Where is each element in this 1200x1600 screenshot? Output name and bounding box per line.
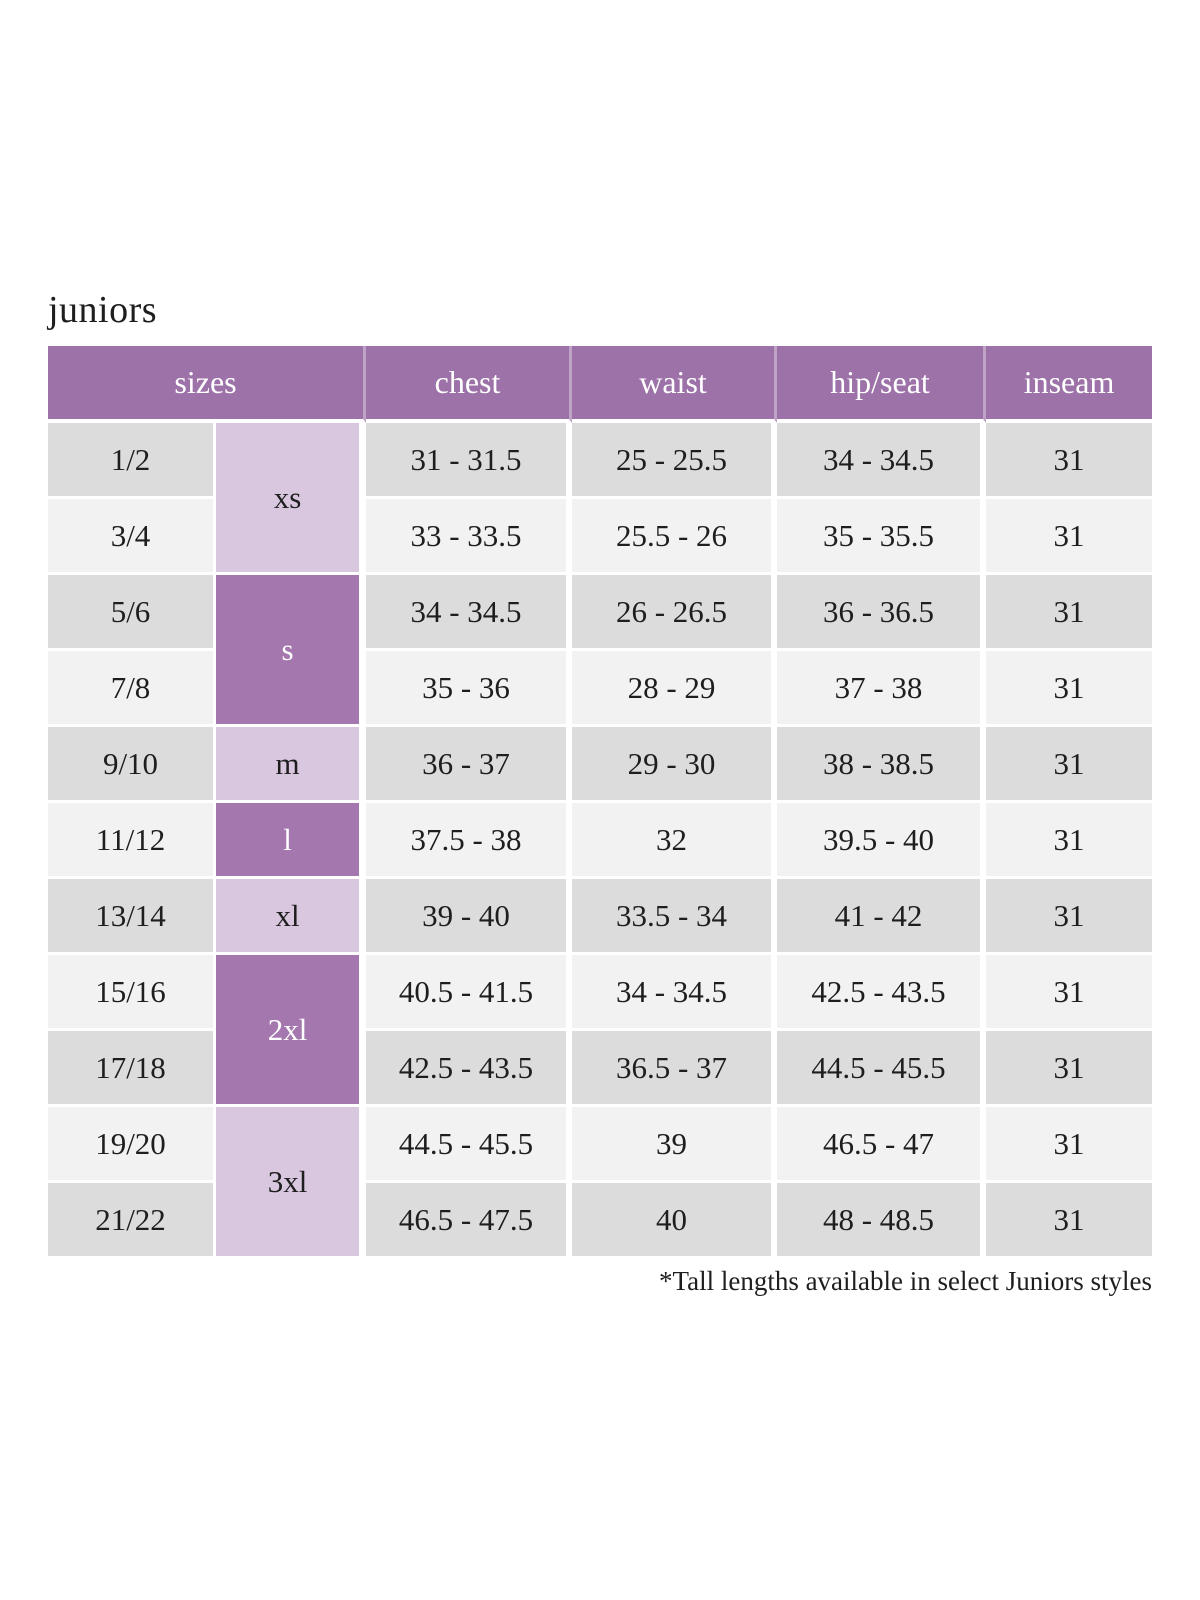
- size-cell: 11/12: [48, 803, 216, 879]
- chest-cell: 44.5 - 45.5: [366, 1107, 573, 1183]
- size-cell: 5/6: [48, 575, 216, 651]
- waist-cell: 34 - 34.5: [572, 955, 778, 1031]
- column-header-chest: chest: [366, 346, 573, 423]
- waist-cell: 39: [572, 1107, 778, 1183]
- table-row: 9/10 m 36 - 37 29 - 30 38 - 38.5 31: [48, 727, 1153, 803]
- letter-cell: l: [216, 803, 367, 879]
- waist-cell: 36.5 - 37: [572, 1031, 778, 1107]
- page-title: juniors: [48, 289, 158, 331]
- size-cell: 19/20: [48, 1107, 216, 1183]
- size-cell: 15/16: [48, 955, 216, 1031]
- waist-cell: 29 - 30: [572, 727, 778, 803]
- hip-seat-cell: 41 - 42: [777, 879, 987, 955]
- size-cell: 17/18: [48, 1031, 216, 1107]
- inseam-cell: 31: [986, 651, 1153, 727]
- inseam-cell: 31: [986, 499, 1153, 575]
- inseam-cell: 31: [986, 803, 1153, 879]
- letter-cell: s: [216, 575, 367, 727]
- inseam-cell: 31: [986, 879, 1153, 955]
- table-row: 21/22 46.5 - 47.5 40 48 - 48.5 31: [48, 1183, 1153, 1259]
- inseam-cell: 31: [986, 1107, 1153, 1183]
- hip-seat-cell: 34 - 34.5: [777, 423, 987, 499]
- hip-seat-cell: 48 - 48.5: [777, 1183, 987, 1259]
- table-row: 15/16 2xl 40.5 - 41.5 34 - 34.5 42.5 - 43.5 3…: [48, 955, 1153, 1107]
- chest-cell: 31 - 31.5: [366, 423, 573, 499]
- size-cell: 1/2: [48, 423, 216, 499]
- table-row: 3/4 33 - 33.5 25.5 - 26 35 - 35.5 31: [48, 499, 1153, 575]
- chest-cell: 40.5 - 41.5: [366, 955, 573, 1031]
- chest-cell: 42.5 - 43.5: [366, 1031, 573, 1107]
- letter-cell: 2xl: [216, 955, 367, 1107]
- table-row: 19/20 3xl 44.5 - 45.5 39 46.5 - 47 31: [48, 1107, 1153, 1259]
- hip-seat-cell: 44.5 - 45.5: [777, 1031, 987, 1107]
- column-header-sizes: sizes: [48, 346, 367, 423]
- chest-cell: 37.5 - 38: [366, 803, 573, 879]
- hip-seat-cell: 36 - 36.5: [777, 575, 987, 651]
- hip-seat-cell: 37 - 38: [777, 651, 987, 727]
- waist-cell: 26 - 26.5: [572, 575, 778, 651]
- hip-seat-cell: 35 - 35.5: [777, 499, 987, 575]
- column-header-waist: waist: [572, 346, 778, 423]
- waist-cell: 25.5 - 26: [572, 499, 778, 575]
- juniors-size-table: sizes chest waist hip/seat inseam 1/2 xs 31 - …: [48, 346, 1153, 1259]
- table-row: 13/14 xl 39 - 40 33.5 - 34 41 - 42 31: [48, 879, 1153, 955]
- letter-cell: m: [216, 727, 367, 803]
- size-cell: 13/14: [48, 879, 216, 955]
- inseam-cell: 31: [986, 1031, 1153, 1107]
- size-cell: 21/22: [48, 1183, 216, 1259]
- size-cell: 3/4: [48, 499, 216, 575]
- inseam-cell: 31: [986, 1183, 1153, 1259]
- size-cell: 9/10: [48, 727, 216, 803]
- table-row: 5/6 s 34 - 34.5 26 - 26.5 36 - 36.5 31: [48, 575, 1153, 727]
- footnote: *Tall lengths available in select Junior…: [658, 1266, 1152, 1296]
- hip-seat-cell: 39.5 - 40: [777, 803, 987, 879]
- waist-cell: 33.5 - 34: [572, 879, 778, 955]
- letter-cell: 3xl: [216, 1107, 367, 1259]
- inseam-cell: 31: [986, 727, 1153, 803]
- table-row: 1/2 xs 31 - 31.5 25 - 25.5 34 - 34.5 31: [48, 423, 1153, 575]
- table-row: 11/12 l 37.5 - 38 32 39.5 - 40 31: [48, 803, 1153, 879]
- size-chart-page: juniors sizes chest waist hip/seat inseam 1/…: [48, 289, 1153, 1296]
- inseam-cell: 31: [986, 955, 1153, 1031]
- size-cell: 7/8: [48, 651, 216, 727]
- chest-cell: 33 - 33.5: [366, 499, 573, 575]
- table-body: 1/2 xs 31 - 31.5 25 - 25.5 34 - 34.5 31 3/4 33 …: [48, 423, 1153, 1259]
- inseam-cell: 31: [986, 423, 1153, 499]
- hip-seat-cell: 42.5 - 43.5: [777, 955, 987, 1031]
- waist-cell: 40: [572, 1183, 778, 1259]
- column-header-inseam: inseam: [986, 346, 1153, 423]
- waist-cell: 32: [572, 803, 778, 879]
- table-row: 17/18 42.5 - 43.5 36.5 - 37 44.5 - 45.5 31: [48, 1031, 1153, 1107]
- table-row: 7/8 35 - 36 28 - 29 37 - 38 31: [48, 651, 1153, 727]
- waist-cell: 28 - 29: [572, 651, 778, 727]
- table-header-row: sizes chest waist hip/seat inseam: [48, 346, 1153, 423]
- column-header-hip: hip/seat: [777, 346, 987, 423]
- hip-seat-cell: 46.5 - 47: [777, 1107, 987, 1183]
- inseam-cell: 31: [986, 575, 1153, 651]
- chest-cell: 34 - 34.5: [366, 575, 573, 651]
- waist-cell: 25 - 25.5: [572, 423, 778, 499]
- chest-cell: 39 - 40: [366, 879, 573, 955]
- letter-cell: xl: [216, 879, 367, 955]
- chest-cell: 46.5 - 47.5: [366, 1183, 573, 1259]
- hip-seat-cell: 38 - 38.5: [777, 727, 987, 803]
- letter-cell: xs: [216, 423, 367, 575]
- chest-cell: 36 - 37: [366, 727, 573, 803]
- chest-cell: 35 - 36: [366, 651, 573, 727]
